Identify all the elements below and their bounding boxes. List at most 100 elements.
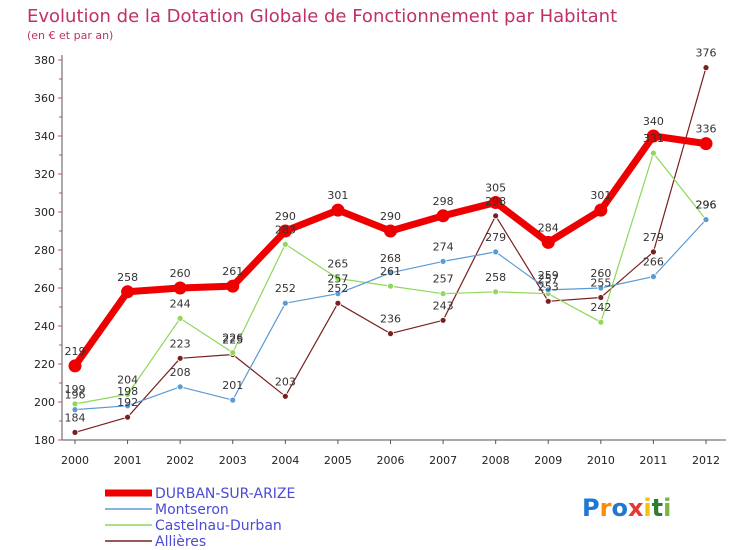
series-point-1-7 [439,257,447,265]
series-point-2-11 [650,149,657,157]
x-tick-label-2011: 2011 [639,454,667,467]
value-label-0-9: 284 [538,221,559,234]
series-point-0-8 [489,196,503,209]
series-point-3-10 [597,294,605,301]
value-label-1-11: 266 [643,256,664,269]
series-point-0-11 [646,129,660,143]
value-label-3-3: 225 [222,334,243,347]
series-point-2-3 [229,349,237,357]
series-point-3-2 [176,354,184,362]
value-label-1-3: 201 [222,379,243,392]
series-point-3-1 [124,413,131,421]
value-label-1-0: 196 [65,389,86,402]
value-label-0-7: 298 [433,195,454,208]
value-label-2-1: 204 [117,373,138,386]
value-label-0-12: 336 [696,123,717,136]
axes-layer: 180 200 220 240 260 280 300 320 340 360 380 2000 200… [34,54,726,467]
logo-letter-4: i [643,494,651,522]
value-label-1-2: 208 [170,366,191,379]
series-point-0-3 [226,279,240,293]
series-point-1-5 [334,290,342,298]
x-tick-label-2006: 2006 [377,454,405,467]
value-label-3-9: 253 [538,280,559,293]
value-label-1-6: 268 [380,252,401,265]
y-tick-label-180: 180 [34,434,55,447]
legend-label-1: Montseron [155,502,229,518]
y-tick-label-320: 320 [34,168,55,181]
series-point-3-0 [71,428,79,436]
value-label-2-9: 257 [538,273,559,286]
legend-label-0: DURBAN-SUR-ARIZE [155,486,295,502]
value-label-0-11: 340 [643,115,664,128]
value-label-0-6: 290 [380,210,401,223]
series-point-3-12 [702,64,710,71]
series-point-3-7 [439,316,447,324]
series-point-1-6 [387,269,394,277]
series-point-0-7 [436,209,450,223]
value-label-2-12: 296 [696,199,717,212]
series-point-2-7 [439,290,447,298]
value-label-3-2: 223 [170,337,191,350]
x-tick-label-2009: 2009 [534,454,562,467]
value-label-0-4: 290 [275,210,296,223]
y-tick-label-300: 300 [34,206,55,219]
series-point-0-1 [121,285,135,299]
x-tick-label-2005: 2005 [324,454,352,467]
series-point-0-6 [384,224,397,238]
logo-letter-3: x [628,494,644,522]
value-label-2-3: 226 [222,332,243,345]
value-label-1-1: 198 [117,385,138,398]
y-tick-label-360: 360 [34,92,55,105]
x-tick-label-2004: 2004 [271,454,299,467]
series-point-0-12 [699,137,713,151]
series-point-2-5 [334,275,342,282]
series-point-3-4 [281,392,289,400]
series-point-2-0 [71,400,79,408]
value-label-1-9: 259 [538,269,559,282]
y-tick-label-380: 380 [34,54,55,67]
value-label-0-2: 260 [170,267,191,280]
value-label-0-10: 301 [590,189,611,202]
series-point-1-11 [650,273,657,281]
value-label-3-7: 243 [433,299,454,312]
value-label-2-7: 257 [433,273,454,286]
value-label-2-10: 242 [590,301,611,314]
value-label-2-8: 258 [485,271,506,284]
series-point-3-9 [544,297,552,305]
value-label-0-5: 301 [327,189,348,202]
series-point-2-1 [124,390,131,398]
value-label-0-1: 258 [117,271,138,284]
value-label-3-1: 192 [117,396,138,409]
series-point-2-4 [281,240,289,248]
series-layer [68,64,713,436]
series-point-1-3 [229,396,237,404]
series-point-1-4 [281,299,289,307]
value-label-1-5: 257 [327,273,348,286]
value-label-3-5: 252 [327,282,348,295]
value-label-2-6: 261 [380,265,401,278]
series-point-0-10 [594,203,608,217]
y-tick-label-220: 220 [34,358,55,371]
series-point-0-4 [278,224,292,238]
x-tick-label-2000: 2000 [61,454,89,467]
value-label-2-5: 265 [327,258,348,271]
value-label-1-10: 260 [590,267,611,280]
value-label-0-3: 261 [222,265,243,278]
value-label-1-12: 296 [696,199,717,212]
series-point-3-11 [650,248,657,256]
x-tick-label-2010: 2010 [587,454,615,467]
y-tick-label-260: 260 [34,282,55,295]
series-point-1-0 [71,406,79,414]
series-point-2-8 [492,288,500,296]
series-point-1-8 [492,248,500,256]
x-tick-label-2012: 2012 [692,454,720,467]
series-point-0-9 [541,235,555,249]
logo-letter-5: t [652,494,663,522]
series-point-3-5 [334,299,342,307]
value-label-3-10: 255 [590,277,611,290]
logo-letter-6: i [663,494,671,522]
legend-label-3: Allières [155,534,206,550]
value-label-1-4: 252 [275,282,296,295]
